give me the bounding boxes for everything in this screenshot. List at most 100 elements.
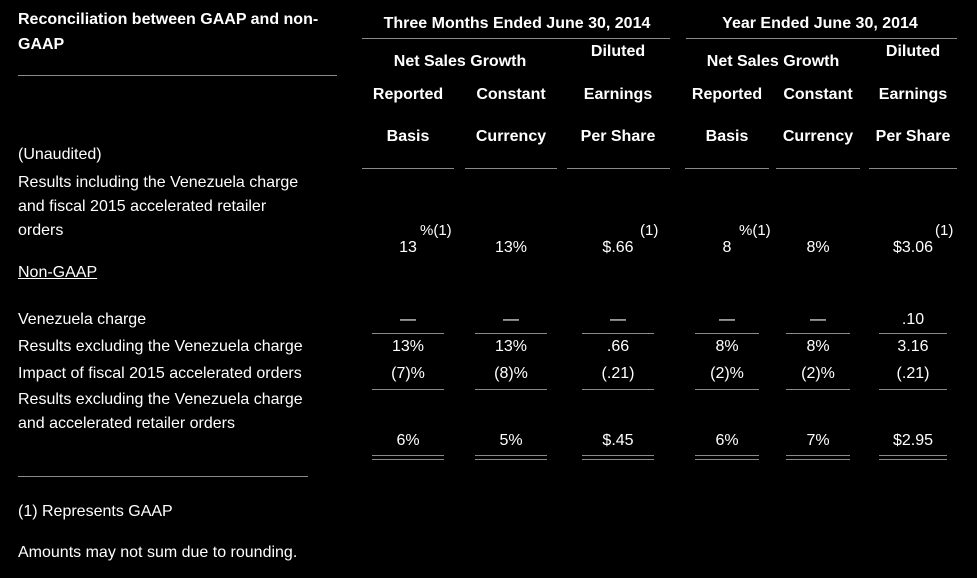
rule <box>465 168 557 169</box>
cell-value: 3.16 <box>897 338 929 355</box>
rule <box>582 333 654 334</box>
cell-value: (.21) <box>601 365 635 382</box>
row-label: Non-GAAP <box>18 264 98 281</box>
cell-value: (7)% <box>391 365 425 382</box>
column-header: Constant <box>476 86 546 103</box>
rule <box>879 389 947 390</box>
cell-value: $3.06 <box>892 239 934 256</box>
column-header: Earnings <box>878 86 948 103</box>
column-header: Currency <box>475 128 547 145</box>
group-subtitle: Net Sales Growth <box>393 53 527 70</box>
footnote-ref: %(1) <box>739 222 771 239</box>
rule <box>475 389 547 390</box>
row-label: Results excluding the Venezuela charge <box>18 338 303 355</box>
rule <box>566 168 670 169</box>
row-label: Results excluding the Venezuela charge <box>18 391 303 408</box>
column-header: Per Share <box>580 128 656 145</box>
cell-value: 8 <box>722 239 732 256</box>
rule <box>475 333 547 334</box>
cell-value: 6% <box>396 432 420 449</box>
column-header: Reported <box>691 86 763 103</box>
rule <box>372 459 444 460</box>
cell-value: (.21) <box>896 365 930 382</box>
footnote: Amounts may not sum due to rounding. <box>18 544 298 561</box>
column-header: Basis <box>386 128 430 145</box>
group-title: Three Months Ended June 30, 2014 <box>383 15 651 32</box>
cell-value: — <box>719 311 735 328</box>
cell-value: — <box>503 311 519 328</box>
rule <box>695 459 759 460</box>
rule <box>695 389 759 390</box>
cell-value: — <box>610 311 626 328</box>
rule <box>786 459 850 460</box>
rule <box>695 455 759 456</box>
rule <box>786 389 850 390</box>
column-header: Earnings <box>583 86 653 103</box>
rule <box>372 333 444 334</box>
cell-value: (2)% <box>710 365 744 382</box>
column-header: Currency <box>782 128 854 145</box>
rule <box>776 168 860 169</box>
column-header: Per Share <box>875 128 951 145</box>
cell-value: — <box>810 311 826 328</box>
rule <box>18 75 337 76</box>
cell-value: — <box>400 311 416 328</box>
group-subtitle: Net Sales Growth <box>706 53 840 70</box>
cell-value: (8)% <box>494 365 528 382</box>
rule <box>362 38 670 39</box>
cell-value: 8% <box>806 239 830 256</box>
rule <box>879 455 947 456</box>
cell-value: .66 <box>606 338 630 355</box>
column-header: Constant <box>783 86 853 103</box>
cell-value: 8% <box>715 338 739 355</box>
row-label: Results including the Venezuela charge <box>18 174 299 191</box>
cell-value: 13% <box>494 338 528 355</box>
rule <box>475 455 547 456</box>
cell-value: $.66 <box>602 239 634 256</box>
cell-value: 6% <box>715 432 739 449</box>
footnote-ref: (1) <box>935 222 954 239</box>
rule <box>582 459 654 460</box>
rule <box>372 389 444 390</box>
cell-value: 8% <box>806 338 830 355</box>
rule <box>786 455 850 456</box>
column-header: Basis <box>705 128 749 145</box>
rule <box>362 168 454 169</box>
footnote: (1) Represents GAAP <box>18 503 173 520</box>
row-label: Venezuela charge <box>18 311 147 328</box>
cell-value: .10 <box>901 311 925 328</box>
footnote-ref: (1) <box>640 222 659 239</box>
rule <box>686 38 957 39</box>
rule <box>372 455 444 456</box>
rule <box>475 459 547 460</box>
row-label: Impact of fiscal 2015 accelerated orders <box>18 365 302 382</box>
rule <box>879 459 947 460</box>
rule <box>786 333 850 334</box>
cell-value: 13% <box>391 338 425 355</box>
column-header: Reported <box>372 86 444 103</box>
group-title: Year Ended June 30, 2014 <box>722 15 918 32</box>
unaudited-label: (Unaudited) <box>18 146 102 163</box>
column-header: Diluted <box>590 43 646 60</box>
row-label: and fiscal 2015 accelerated retailer <box>18 198 267 215</box>
rule <box>582 455 654 456</box>
cell-value: 7% <box>806 432 830 449</box>
cell-value: $2.95 <box>892 432 934 449</box>
cell-value: 13 <box>399 239 417 256</box>
rule <box>582 389 654 390</box>
footnote-ref: %(1) <box>420 222 452 239</box>
column-header: Diluted <box>885 43 941 60</box>
cell-value: 5% <box>499 432 523 449</box>
rule <box>869 168 957 169</box>
rule <box>18 476 308 477</box>
row-label: and accelerated retailer orders <box>18 415 236 432</box>
cell-value: $.45 <box>602 432 634 449</box>
rule <box>695 333 759 334</box>
cell-value: 13% <box>494 239 528 256</box>
rule <box>879 333 947 334</box>
rule <box>685 168 769 169</box>
row-label: orders <box>18 222 64 239</box>
table-title: Reconciliation between GAAP and non-GAAP <box>18 11 319 53</box>
cell-value: (2)% <box>801 365 835 382</box>
